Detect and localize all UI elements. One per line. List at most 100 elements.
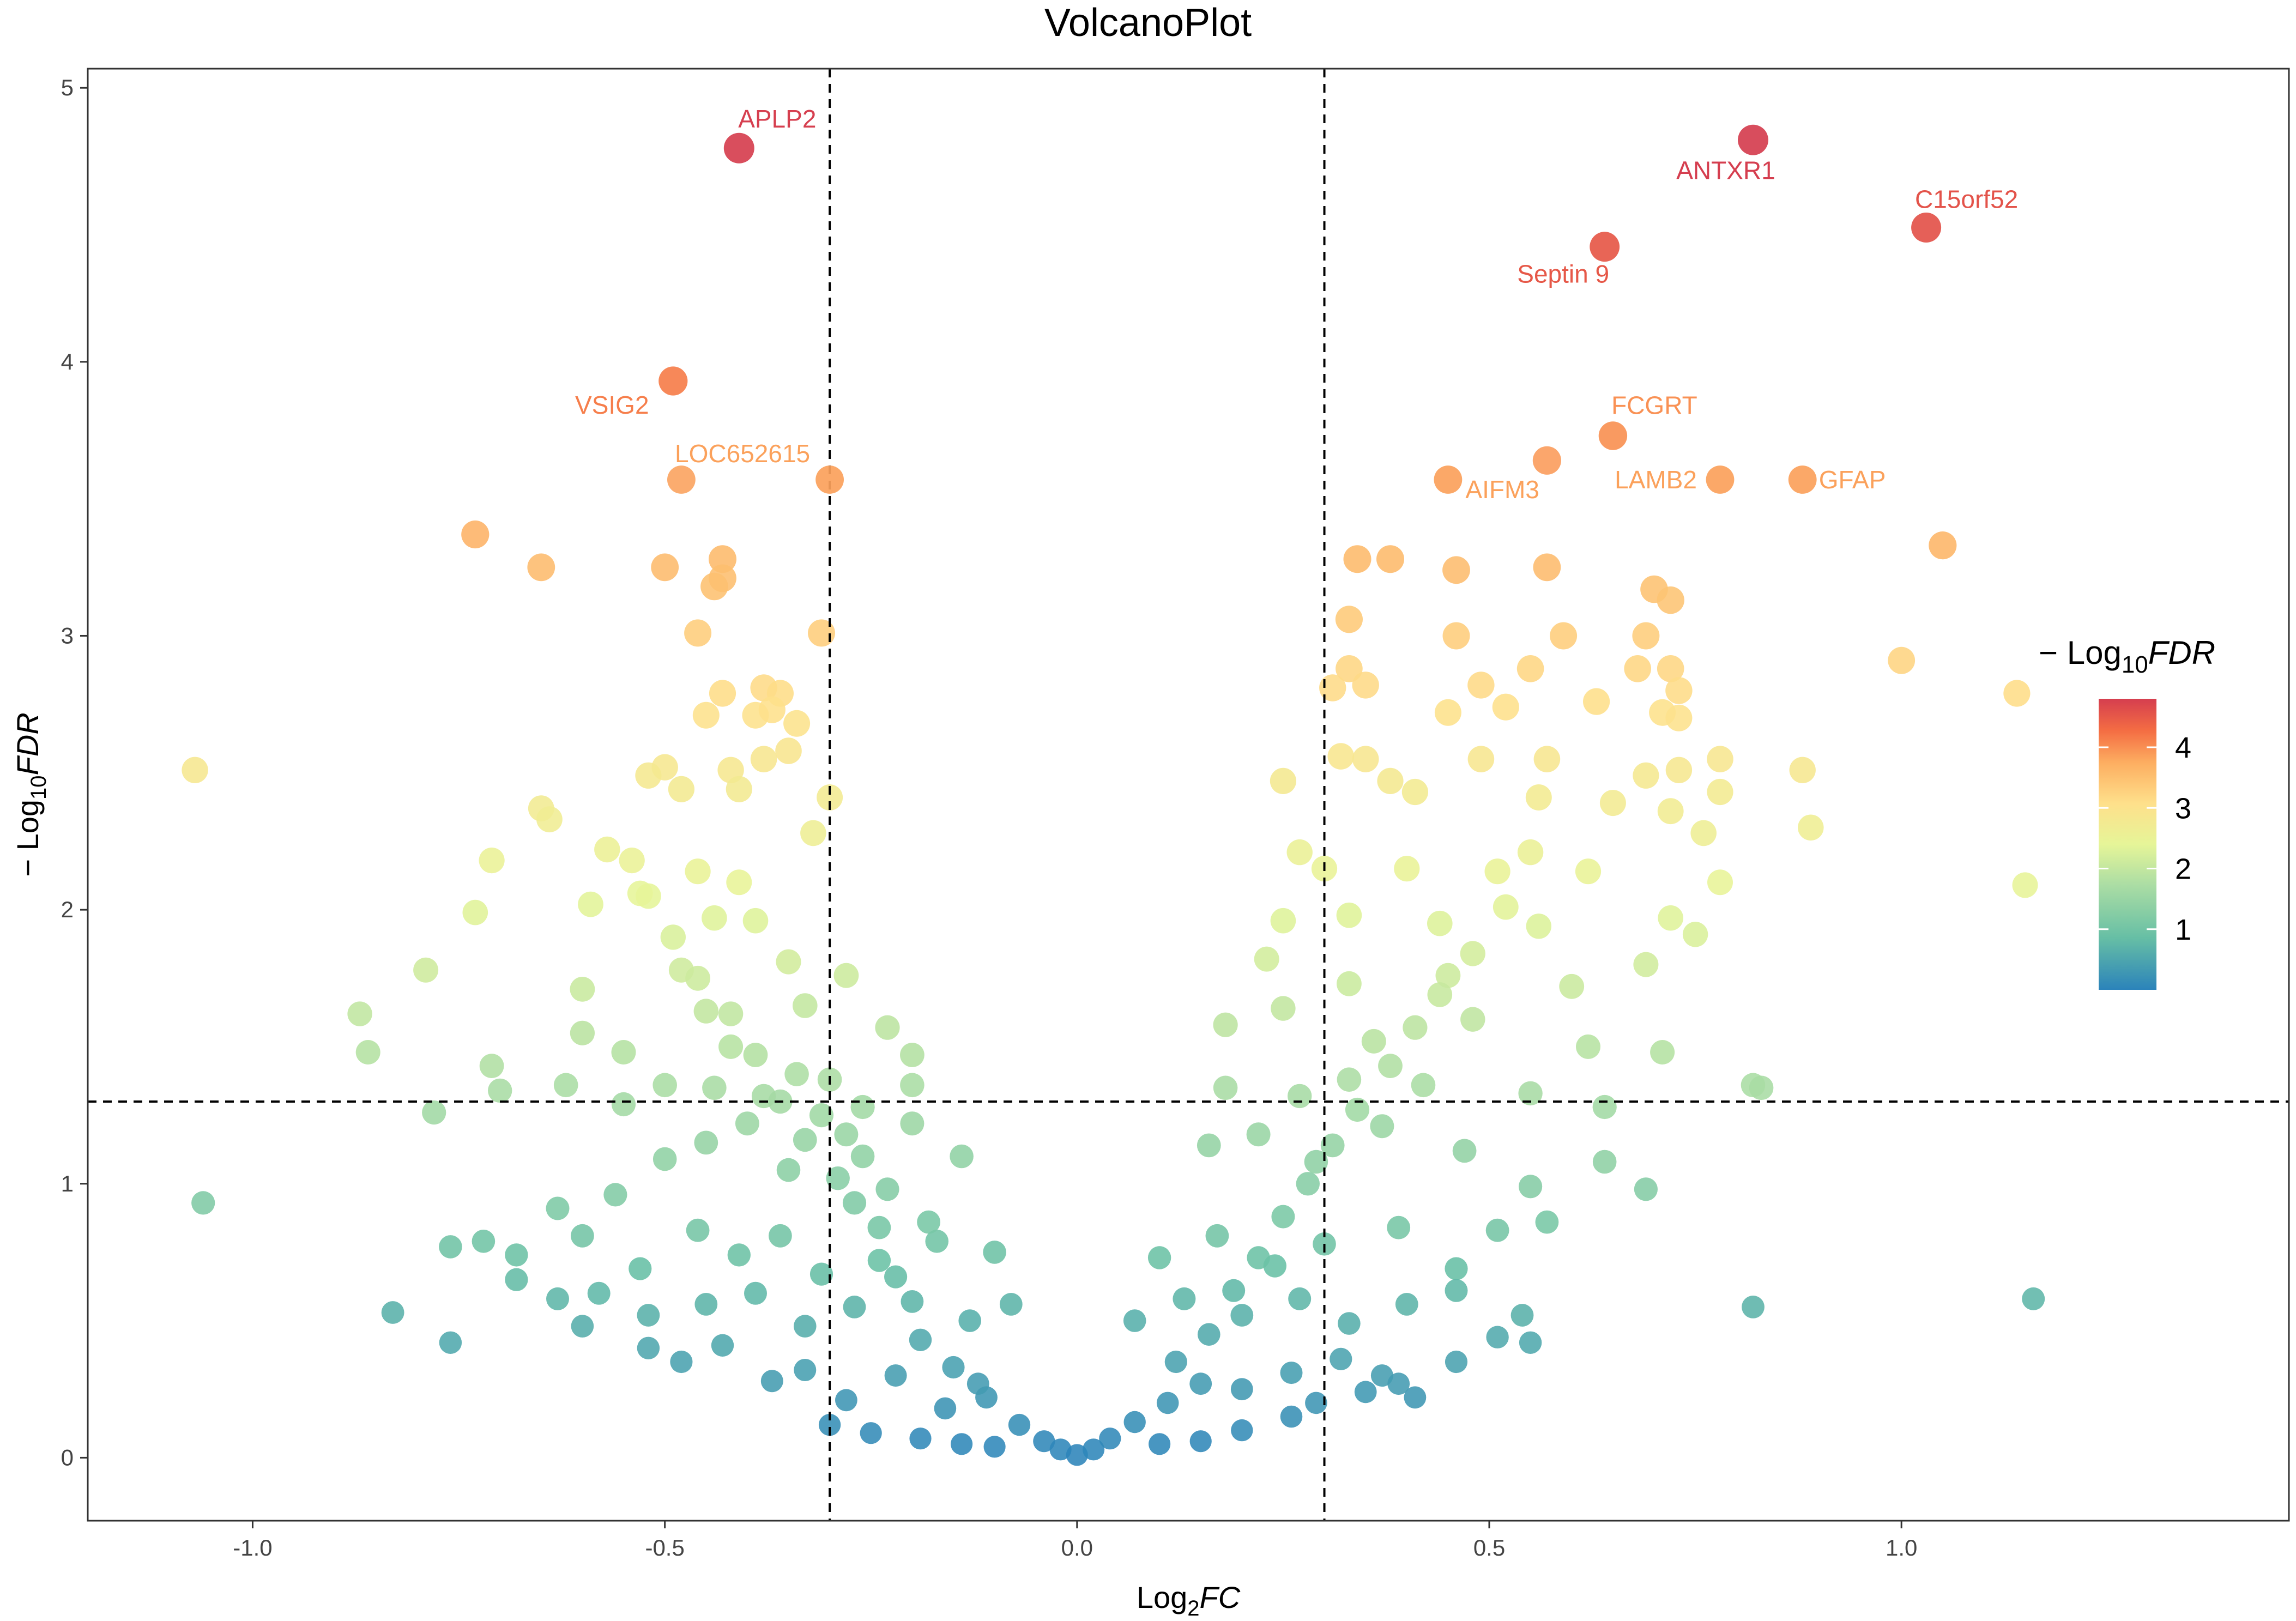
significant-point [1738, 124, 1768, 155]
data-point [742, 908, 769, 934]
data-point [1404, 1386, 1427, 1409]
data-point [1445, 1279, 1468, 1302]
data-point [1352, 672, 1379, 699]
data-point [1049, 1438, 1072, 1461]
y-tick-label: 0 [61, 1444, 74, 1470]
y-axis-title: − Log10FDR [10, 712, 51, 876]
data-point [461, 520, 490, 549]
data-point [1742, 1296, 1765, 1318]
data-point [1387, 1372, 1410, 1395]
data-point [1330, 1347, 1352, 1370]
data-point [1707, 778, 1733, 806]
data-point [775, 737, 802, 764]
data-point [462, 899, 488, 926]
data-point [1583, 688, 1610, 715]
data-point [951, 1433, 973, 1455]
data-point [1665, 704, 1693, 731]
data-point [1707, 869, 1733, 896]
data-point [934, 1397, 957, 1420]
data-point [1467, 746, 1495, 772]
significant-point [723, 132, 754, 164]
x-axis-title: Log2FC [1137, 1580, 1241, 1620]
data-point [735, 1111, 759, 1136]
data-point [692, 701, 720, 729]
data-point [1066, 1444, 1088, 1466]
data-point [1929, 531, 1957, 560]
data-point [850, 1094, 875, 1120]
color-legend: − Log10FDR 1 2 3 4 [2039, 634, 2215, 990]
data-point [182, 757, 208, 784]
data-point [2022, 1287, 2045, 1310]
data-point [1633, 762, 1659, 789]
data-point [637, 1304, 660, 1327]
x-tick-label: -1.0 [233, 1535, 272, 1560]
data-point [917, 1210, 940, 1234]
data-point [875, 1177, 899, 1201]
data-point [1690, 820, 1717, 846]
data-point [1665, 757, 1693, 784]
data-point [488, 1078, 512, 1103]
data-point [1286, 839, 1313, 866]
data-point [1518, 1081, 1543, 1106]
data-point [1403, 1015, 1428, 1040]
data-point [999, 1293, 1023, 1316]
significant-point [1911, 213, 1942, 243]
data-point [909, 1328, 932, 1351]
data-point [1230, 1378, 1253, 1401]
data-point [1370, 1364, 1393, 1387]
data-point [686, 1218, 710, 1242]
data-point [1624, 655, 1651, 682]
data-point [1435, 963, 1461, 988]
data-point [760, 1370, 783, 1393]
significant-point [1706, 465, 1735, 494]
data-point [1246, 1122, 1271, 1147]
data-point [1319, 674, 1346, 701]
data-point [1394, 856, 1420, 882]
data-point [1305, 1392, 1327, 1414]
data-point [1189, 1372, 1212, 1395]
data-point [1254, 946, 1279, 972]
data-point [505, 1243, 528, 1267]
data-point [744, 1281, 767, 1305]
data-point [834, 1122, 859, 1147]
data-point [355, 1040, 380, 1064]
significant-point [658, 366, 688, 396]
data-point [546, 1287, 569, 1310]
data-point [1222, 1279, 1246, 1302]
data-point [1033, 1430, 1055, 1453]
data-point [750, 746, 777, 772]
data-point [684, 619, 712, 647]
data-point [1442, 556, 1470, 584]
gene-label: LOC652615 [675, 439, 810, 468]
data-point [1682, 922, 1708, 947]
data-point [1707, 746, 1733, 772]
data-point [1576, 1034, 1600, 1059]
data-point [1099, 1428, 1121, 1450]
data-point [1460, 1007, 1485, 1032]
data-point [1335, 606, 1363, 633]
data-point [611, 1092, 636, 1117]
plot-panel-border [87, 68, 2290, 1522]
x-tick-label: -0.5 [645, 1535, 684, 1560]
data-point [1749, 1075, 1774, 1100]
data-point [1485, 1218, 1509, 1242]
gene-label: GFAP [1819, 465, 1886, 494]
data-point [1798, 814, 1824, 841]
data-point [571, 1315, 594, 1338]
significant-point [815, 465, 844, 494]
data-point [718, 1034, 744, 1059]
data-point [800, 820, 826, 846]
legend-tick-label: 2 [2175, 853, 2191, 886]
data-point [1427, 910, 1453, 936]
data-point [1789, 757, 1816, 784]
x-tick-label: 0.5 [1473, 1535, 1505, 1560]
data-point [439, 1235, 462, 1259]
data-point [1149, 1433, 1171, 1455]
data-point [685, 965, 710, 991]
legend-tick-label: 4 [2175, 731, 2191, 764]
data-point [702, 1075, 727, 1100]
data-point [347, 1001, 372, 1026]
data-point [1550, 622, 1578, 650]
data-point [1271, 1205, 1295, 1229]
